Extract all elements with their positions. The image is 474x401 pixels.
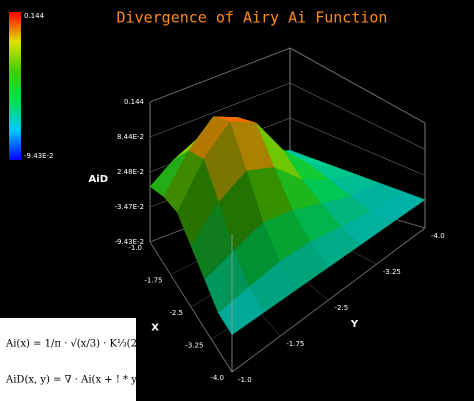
z-tick-label: 0.144 [124,98,145,106]
colorbar [9,12,21,160]
y-axis-title: Y [350,319,359,330]
y-tick-label: -1.75 [286,340,304,348]
x-tick-label: -1.75 [144,277,162,285]
formula-box [0,318,136,401]
grid-line [149,82,426,150]
formula: Ai(x) = 1/π · √(x/3) · K⅓(2/3 · √(x³)) [5,339,184,350]
colorbar-label: 0.144 [24,12,45,20]
surface-cell [218,286,265,336]
y-tick-label: -3.25 [383,268,401,276]
z-axis-title: AiD [89,174,108,185]
y-tick-label: -1.0 [238,376,252,384]
z-tick-label: 2.48E-2 [117,168,144,176]
colorbar-label: -9.43E-2 [24,152,54,160]
x-tick-label: -3.25 [185,342,203,350]
y-tick-label: -4.0 [431,232,445,240]
y-tick-label: -2.5 [335,304,349,312]
chart-title: Divergence of Airy Ai Function [117,9,388,27]
z-tick-label: -9.43E-2 [114,238,144,246]
grid-line [149,241,233,373]
x-tick-label: -2.5 [169,309,183,317]
formula: AiD(x, y) = ∇ · Ai(x + ! * y) [5,375,141,386]
x-axis-title: X [151,323,159,334]
z-tick-label: -3.47E-2 [114,203,144,211]
x-tick-label: -1.0 [128,244,142,252]
x-tick-label: -4.0 [210,374,224,382]
z-tick-label: 8.44E-2 [117,133,144,141]
grid-line [149,47,426,124]
